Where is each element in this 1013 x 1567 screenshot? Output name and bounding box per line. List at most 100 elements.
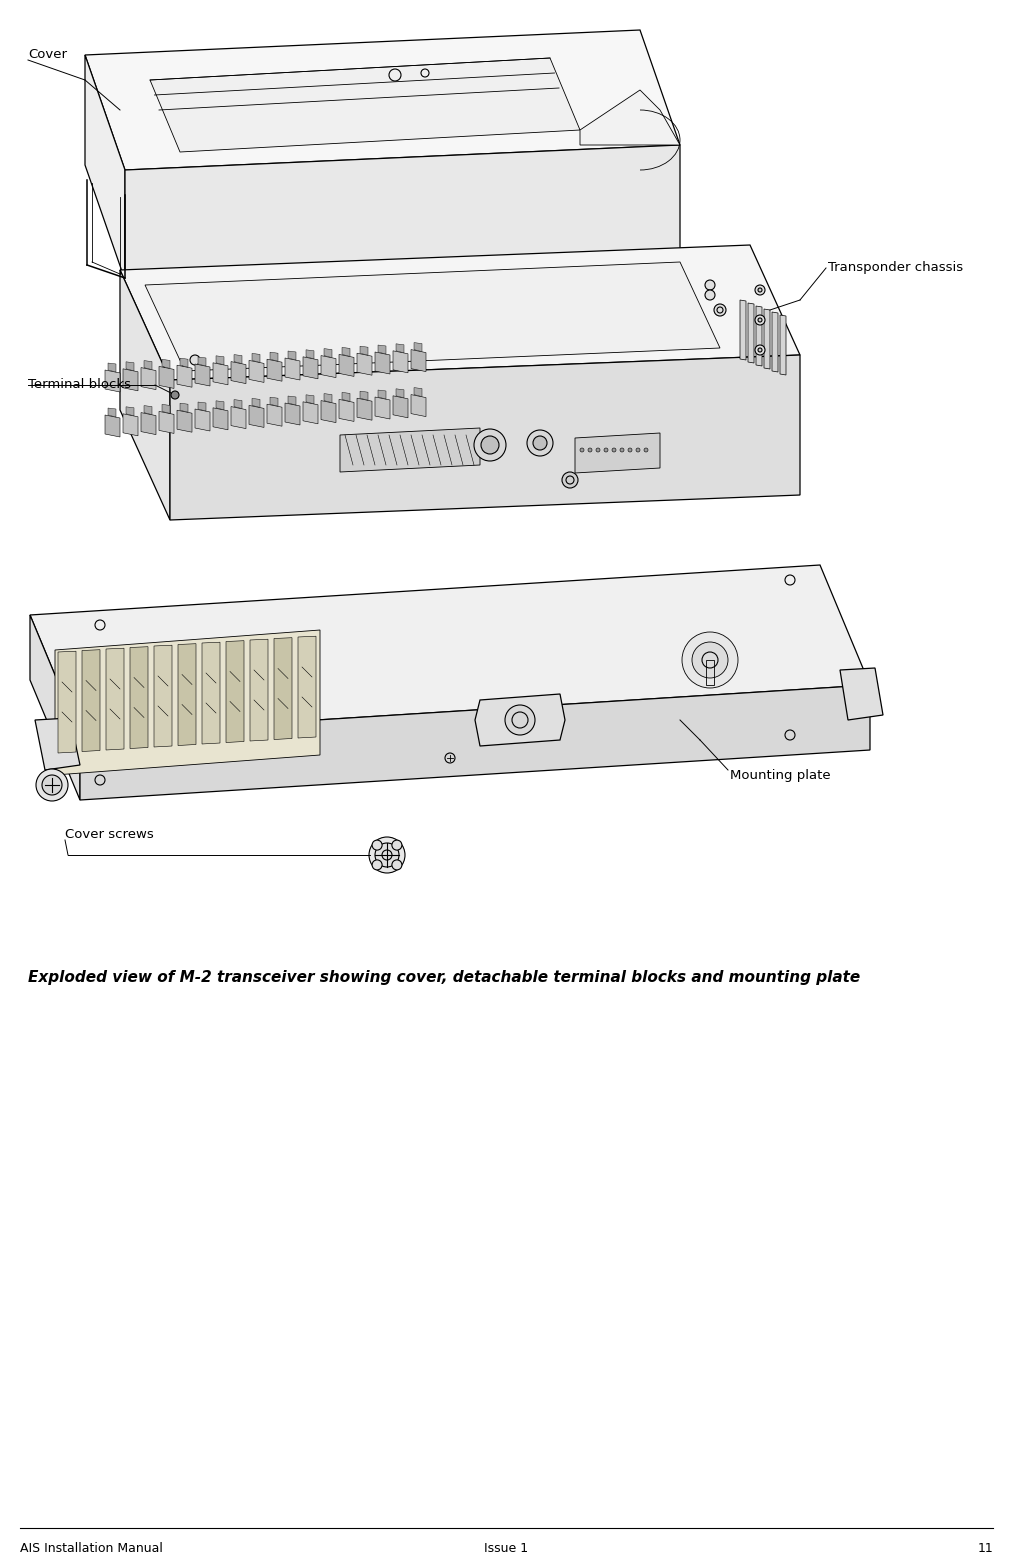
Text: Exploded view of M-2 transceiver showing cover, detachable terminal blocks and m: Exploded view of M-2 transceiver showing… [28,970,860,986]
Polygon shape [194,364,210,385]
Polygon shape [270,396,278,406]
Circle shape [562,472,578,487]
Polygon shape [80,685,870,801]
Polygon shape [288,351,296,360]
Polygon shape [411,349,426,371]
Circle shape [533,436,547,450]
Polygon shape [748,302,754,364]
Polygon shape [475,694,565,746]
Polygon shape [234,400,242,409]
Circle shape [758,288,762,291]
Polygon shape [55,630,320,776]
Circle shape [705,280,715,290]
Polygon shape [306,395,314,404]
Polygon shape [231,406,246,429]
Polygon shape [144,360,152,370]
Polygon shape [267,359,282,381]
Polygon shape [252,398,260,407]
Circle shape [755,285,765,295]
Polygon shape [339,400,354,422]
Polygon shape [58,652,76,754]
Polygon shape [105,370,120,392]
Polygon shape [120,244,800,381]
Circle shape [604,448,608,451]
Polygon shape [141,368,156,390]
Text: Cover screws: Cover screws [65,829,154,841]
Polygon shape [159,367,174,389]
Polygon shape [159,412,174,434]
Polygon shape [145,262,720,371]
Circle shape [692,642,728,679]
Polygon shape [108,407,116,417]
Polygon shape [30,614,80,801]
Polygon shape [177,411,192,432]
Circle shape [644,448,648,451]
Polygon shape [144,406,152,415]
Polygon shape [162,404,170,414]
Circle shape [372,840,382,851]
Polygon shape [105,415,120,437]
Circle shape [474,429,506,461]
Text: Transponder chassis: Transponder chassis [828,262,963,274]
Polygon shape [231,362,246,384]
Polygon shape [274,638,292,740]
Polygon shape [780,315,786,375]
Circle shape [755,345,765,356]
Polygon shape [414,387,422,396]
Polygon shape [216,356,224,365]
Polygon shape [396,343,404,353]
Polygon shape [85,30,680,169]
Polygon shape [741,299,746,360]
Polygon shape [285,357,300,381]
Polygon shape [342,392,350,401]
Polygon shape [162,359,170,368]
Polygon shape [123,368,138,390]
Circle shape [580,448,585,451]
Polygon shape [126,362,134,371]
Text: Issue 1: Issue 1 [484,1542,528,1554]
Polygon shape [414,343,422,351]
Polygon shape [303,401,318,423]
Polygon shape [357,398,372,420]
Polygon shape [375,353,390,375]
Polygon shape [35,718,80,769]
Polygon shape [249,406,264,428]
Polygon shape [85,55,125,280]
Polygon shape [178,644,196,746]
Polygon shape [321,356,336,378]
Circle shape [375,843,399,867]
Polygon shape [234,354,242,364]
Polygon shape [252,354,260,362]
Circle shape [714,304,726,317]
Circle shape [372,860,382,870]
Polygon shape [303,357,318,379]
Polygon shape [170,356,800,520]
Polygon shape [375,396,390,418]
Polygon shape [378,390,386,400]
Polygon shape [339,354,354,376]
Text: 11: 11 [978,1542,993,1554]
Polygon shape [30,566,870,735]
Circle shape [42,776,62,794]
Polygon shape [213,364,228,385]
Polygon shape [378,345,386,354]
Polygon shape [106,649,124,751]
Polygon shape [360,346,368,356]
Circle shape [596,448,600,451]
Polygon shape [213,407,228,429]
Polygon shape [108,364,116,371]
Polygon shape [285,403,300,425]
Text: Cover: Cover [28,49,67,61]
Circle shape [612,448,616,451]
Polygon shape [226,641,244,743]
Circle shape [755,315,765,324]
Circle shape [628,448,632,451]
Text: Terminal blocks: Terminal blocks [28,379,131,392]
Polygon shape [82,650,100,752]
Polygon shape [321,401,336,423]
Circle shape [682,632,738,688]
Polygon shape [123,414,138,436]
Polygon shape [180,359,188,367]
Polygon shape [177,365,192,387]
Polygon shape [130,647,148,749]
